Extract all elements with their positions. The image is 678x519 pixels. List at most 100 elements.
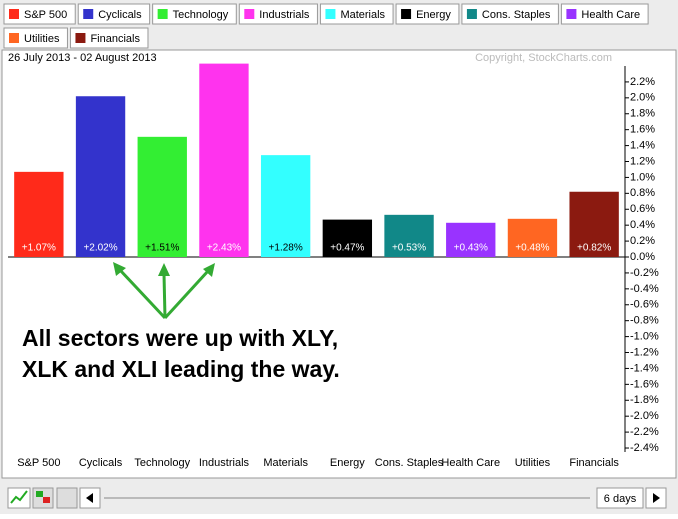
y-tick-label: 1.2%	[630, 155, 655, 167]
fullscreen-icon[interactable]	[56, 487, 78, 509]
legend-button	[152, 3, 237, 25]
legend-item[interactable]: Financials	[69, 27, 149, 49]
legend-swatch	[75, 33, 86, 43]
x-tick-label: Financials	[569, 457, 619, 469]
y-tick-label: 0.2%	[630, 235, 655, 247]
legend-label: Cons. Staples	[482, 9, 551, 21]
y-tick-label: -1.2%	[630, 346, 659, 358]
subtitle: 26 July 2013 - 02 August 2013	[8, 52, 157, 64]
bar	[446, 222, 496, 258]
x-tick-label: Technology	[134, 457, 190, 469]
copyright: Copyright, StockCharts.com	[475, 52, 612, 64]
value-label: +1.28%	[269, 243, 303, 254]
y-tick-label: -2.0%	[630, 410, 659, 422]
legend-button	[560, 3, 649, 25]
value-label: +2.02%	[83, 243, 117, 254]
legend-item[interactable]: Materials	[319, 3, 394, 25]
legend-swatch	[157, 9, 168, 19]
y-tick-label: -2.2%	[630, 426, 659, 438]
y-tick-label: -0.4%	[630, 283, 659, 295]
legend-button	[3, 3, 76, 25]
y-tick-label: 1.0%	[630, 171, 655, 183]
legend-button	[319, 3, 394, 25]
period-label: 6 days	[604, 493, 637, 505]
chart-icon-line	[10, 490, 28, 504]
legend-swatch	[466, 9, 477, 19]
legend-item[interactable]: Energy	[395, 3, 460, 25]
bar-icon-part	[43, 497, 50, 503]
bar	[75, 96, 126, 258]
legend-swatch	[9, 9, 19, 19]
value-label: +1.07%	[22, 243, 56, 254]
y-tick-label: -0.6%	[630, 299, 659, 311]
bar	[260, 155, 311, 258]
x-tick-label: Energy	[330, 457, 365, 469]
x-tick-label: Industrials	[199, 457, 250, 469]
x-tick-label: Health Care	[441, 457, 500, 469]
y-tick-label: 1.4%	[630, 139, 655, 151]
legend-swatch	[401, 9, 412, 19]
value-label: +1.51%	[145, 243, 179, 254]
legend-item[interactable]: Technology	[152, 3, 237, 25]
value-label: +2.43%	[207, 243, 241, 254]
legend-swatch	[325, 9, 336, 19]
toolbar	[2, 482, 676, 512]
bar	[569, 191, 619, 258]
legend-item[interactable]: Utilities	[3, 27, 68, 49]
y-tick-label: -1.6%	[630, 378, 659, 390]
y-tick-label: 0.6%	[630, 203, 655, 215]
annotation: All sectors were up with XLY,	[22, 325, 338, 351]
legend-item[interactable]: Cons. Staples	[461, 3, 559, 25]
legend-item[interactable]: Industrials	[238, 3, 318, 25]
value-label: +0.47%	[330, 243, 364, 254]
legend-button	[69, 27, 149, 49]
value-label: +0.43%	[454, 243, 488, 254]
bar	[322, 219, 373, 258]
legend-label: S&P 500	[24, 9, 67, 21]
legend-swatch	[566, 9, 577, 19]
legend-label: Cyclicals	[98, 9, 142, 21]
legend-label: Health Care	[581, 9, 640, 21]
y-tick-label: 2.2%	[630, 76, 655, 88]
y-tick-label: 0.0%	[630, 251, 655, 263]
y-tick-label: -1.0%	[630, 331, 659, 343]
y-tick-label: 0.4%	[630, 219, 655, 231]
x-tick-label: Materials	[263, 457, 308, 469]
legend-label: Financials	[90, 33, 140, 45]
legend-button	[77, 3, 151, 25]
period-button[interactable]	[596, 487, 644, 509]
y-tick-label: 1.6%	[630, 124, 655, 136]
legend-swatch	[244, 9, 255, 19]
legend-button	[395, 3, 460, 25]
bar	[384, 214, 434, 258]
annotation: XLK and XLI leading the way.	[22, 356, 340, 382]
legend-label: Industrials	[259, 9, 310, 21]
legend-label: Utilities	[24, 33, 60, 45]
legend-label: Energy	[416, 9, 451, 21]
y-tick-label: -0.8%	[630, 315, 659, 327]
x-tick-label: Cons. Staples	[375, 457, 444, 469]
arrow	[653, 493, 660, 503]
legend-item[interactable]: S&P 500	[3, 3, 76, 25]
legend-label: Technology	[173, 9, 229, 21]
y-tick-label: -0.2%	[630, 267, 659, 279]
legend-item[interactable]: Health Care	[560, 3, 649, 25]
x-tick-label: Cyclicals	[79, 457, 123, 469]
y-tick-label: 0.8%	[630, 187, 655, 199]
bar	[14, 171, 64, 258]
legend-swatch	[9, 33, 19, 43]
value-label: +0.53%	[392, 243, 426, 254]
legend-item[interactable]: Cyclicals	[77, 3, 151, 25]
y-tick-label: -1.8%	[630, 394, 659, 406]
legend-label: Materials	[340, 9, 385, 21]
value-label: +0.82%	[577, 243, 611, 254]
bar	[137, 136, 187, 258]
bar-icon-part	[36, 491, 43, 497]
x-tick-label: S&P 500	[17, 457, 60, 469]
legend-button	[238, 3, 318, 25]
y-tick-label: -2.4%	[630, 442, 659, 454]
x-tick-label: Utilities	[515, 457, 551, 469]
annotation-arrows	[113, 262, 215, 320]
bar	[199, 63, 249, 258]
value-label: +0.48%	[515, 243, 549, 254]
